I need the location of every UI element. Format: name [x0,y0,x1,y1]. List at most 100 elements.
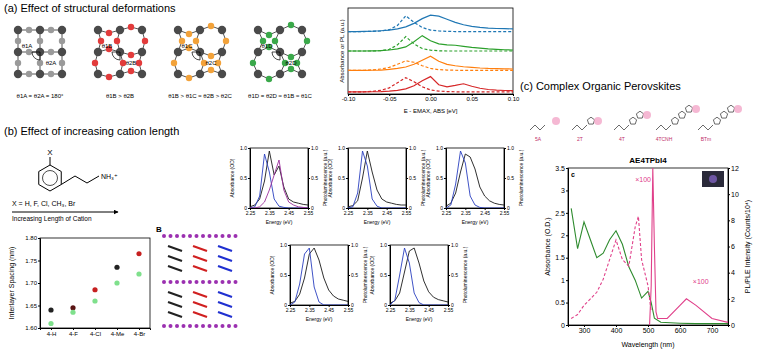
cation-structure: XNH₃⁺ [39,148,118,191]
tick: 6 [728,243,735,250]
metal [58,48,66,56]
halide [26,71,32,77]
tick-label: 0.5 [409,175,416,181]
metal [196,70,204,78]
inorganic-atom [169,280,173,284]
aromatic-circle [43,171,58,186]
tick: 0 [561,322,568,329]
tick-mark [448,275,450,276]
lattice-diagram: θ1Cθ2Cθ1B > θ1C ≈ θ2B > θ2C [168,23,232,99]
series-line [250,160,308,208]
angle-label: θ2B [126,60,137,66]
annotation: ×100 [635,176,651,183]
series-line [390,248,448,305]
tick-label: 4-Me [111,331,125,337]
inorganic-atom [234,280,238,284]
series-group [290,248,348,305]
tick-mark [308,208,310,209]
tick: 1.80 [25,235,40,241]
tick-mark [504,148,506,149]
axis-line [566,169,569,326]
y2-axis: 00.51.0 [504,145,514,211]
organic-molecule [193,256,207,261]
tick: 1.65 [25,303,40,309]
halide [142,38,148,44]
axis-line [444,149,447,209]
point [70,305,75,310]
tick-label: 0 [311,205,314,211]
y-axis-title: Absorbance (O.D.) [544,217,552,275]
halide [304,38,310,44]
y2-axis: 00.51.0 [406,145,416,211]
molecule-label: 4TCNH [656,136,673,142]
inorganic-atom [169,234,173,238]
tick-mark [566,325,568,326]
angle-label: θ1D [261,43,273,49]
tick: 2.25 [246,208,256,216]
molecule-chain [698,125,713,130]
tick-label: 2.25 [246,210,256,216]
series-line [348,37,513,51]
halide [288,66,294,72]
x-axis: 2.252.352.452.55 [286,305,354,313]
tick-label: 0 [409,205,412,211]
y-axis-title: Absorbance (OD) [369,255,375,294]
halide [48,27,54,33]
tick: 2.45 [480,208,490,216]
x-axis: 2.252.352.452.55 [442,208,510,216]
series-line [348,15,513,31]
molecule: 4T [614,111,651,142]
organic-molecule [168,246,182,251]
plot-frame [390,245,448,305]
tick-label: 0 [384,302,387,308]
tick-mark [566,280,568,281]
molecule-label: BTm [701,136,712,142]
y2-axis: 00.51.0 [308,145,318,211]
inorganic-atom [162,280,166,284]
tick-label: 2.35 [363,210,373,216]
tick-label: 0.5 [311,175,318,181]
x-axis-title: Energy (eV) [266,219,293,225]
tick-mark [346,208,348,209]
halide [37,60,43,66]
inorganic-atom [188,280,192,284]
tick: 2.25 [344,208,354,216]
organic-molecule [168,302,182,307]
tick-label: 2.35 [305,307,315,313]
bond [50,157,51,165]
tick: 2 [728,296,735,303]
tick-label: 1.0 [436,145,443,151]
chart-title: AE4TPbI4 [629,156,667,165]
tick-mark [248,148,250,149]
tick: 4-H [47,328,57,337]
series-line [290,248,348,305]
inorganic-atom [208,280,212,284]
halide [26,27,32,33]
chart: 2.252.352.452.5500.51.000.51.0Energy (eV… [327,145,426,225]
tick: 2.35 [363,208,373,216]
halide [59,38,65,44]
halide [37,38,43,44]
organic-molecule [218,302,232,307]
tick: 4 [728,269,735,276]
inorganic-atom [221,324,225,328]
tick: 2.35 [461,208,471,216]
tick-label: 0 [507,205,510,211]
tick-mark [248,208,250,209]
tick-mark [566,235,568,236]
metal [254,70,262,78]
tick: 4-F [69,328,78,337]
metal [14,26,22,34]
series-line [390,248,448,303]
tick: 0 [284,302,290,308]
molecule-label: 5A [535,136,542,142]
tick: 1.0 [338,145,348,151]
y-axis-title: Interlayer Spacing (nm) [8,247,16,320]
point [92,287,97,292]
halide [171,60,177,66]
tick-mark [388,275,390,276]
organic-molecule [218,292,232,297]
inorganic-atom [227,280,231,284]
point [48,307,53,312]
tick-mark [504,208,506,209]
